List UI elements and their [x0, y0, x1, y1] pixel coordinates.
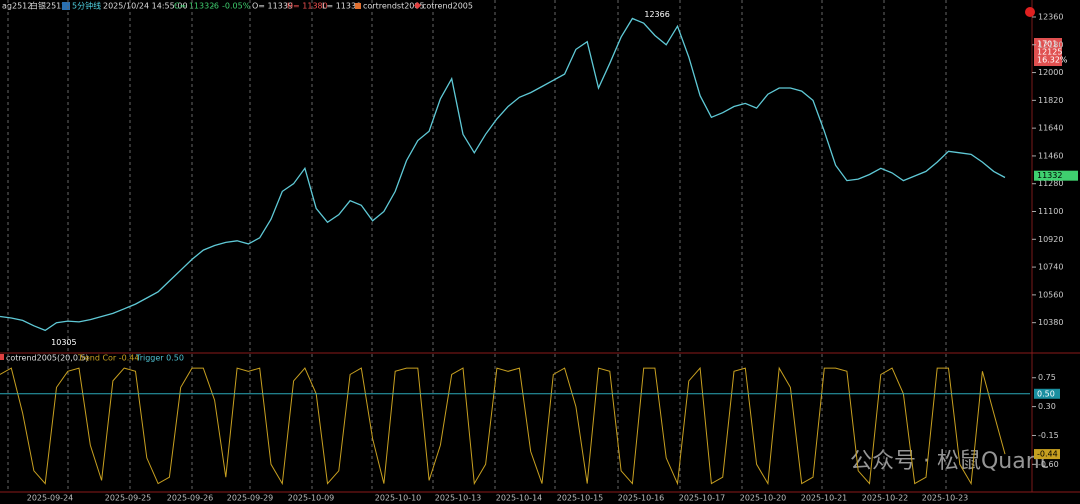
y-tick-label: 11640: [1038, 124, 1063, 133]
y-tick-label: 10740: [1038, 263, 1063, 272]
low-annotation: 10305: [51, 338, 76, 347]
x-tick-label: 2025-10-23: [922, 494, 969, 503]
watermark: 公众号 · 松鼠Quant: [850, 449, 1049, 474]
y-tick-label: 12000: [1038, 68, 1063, 77]
trend-label: -0.44: [1037, 450, 1058, 459]
close-button[interactable]: [1025, 7, 1035, 17]
low: L= 11330: [322, 2, 361, 11]
x-tick-label: 2025-10-17: [679, 494, 726, 503]
change-pct: -0.05%: [222, 2, 251, 11]
indicator-value: Trend Cor -0.44: [77, 354, 139, 363]
indicator-title: cotrend2005(20,0.5): [6, 354, 89, 363]
study: cotrend2005: [422, 2, 473, 11]
y-tick-label: 12180: [1038, 40, 1063, 49]
x-tick-label: 2025-10-14: [496, 494, 543, 503]
trigger-label: 0.50: [1037, 389, 1055, 398]
x-tick-label: 2025-10-10: [375, 494, 422, 503]
info-text: 16.32%: [1037, 56, 1068, 65]
y-tick-label: 11100: [1038, 207, 1063, 216]
legend-swatch: [413, 1, 422, 10]
study: cortrendst2005: [363, 2, 425, 11]
x-tick-label: 2025-10-20: [740, 494, 787, 503]
open: O= 11339: [252, 2, 293, 11]
change: -6: [211, 2, 219, 11]
y-tick-label: -0.15: [1038, 431, 1059, 440]
legend-swatch: [0, 354, 4, 360]
x-tick-label: 2025-09-29: [227, 494, 274, 503]
series-line: [0, 366, 1006, 486]
series-line: [0, 17, 1006, 332]
y-tick-label: 11460: [1038, 151, 1063, 160]
info-box: [1034, 38, 1062, 66]
symbol: ag2512: [2, 2, 32, 11]
x-tick-label: 2025-10-15: [557, 494, 604, 503]
x-tick-label: 2025-09-26: [167, 494, 214, 503]
x-tick-label: 2025-10-13: [435, 494, 482, 503]
info-text: 1701: [1037, 40, 1057, 49]
period: 5分钟线: [72, 1, 101, 11]
legend-swatch: [355, 3, 361, 9]
info-text: 12125: [1037, 48, 1062, 57]
high: H= 11380: [287, 2, 328, 11]
y-tick-label: -0.60: [1038, 460, 1059, 469]
indicator-value: Trigger 0.50: [135, 354, 184, 363]
y-tick-label: 10380: [1038, 318, 1063, 327]
time: 2025/10/24 14:55:00: [103, 2, 188, 11]
x-tick-label: 2025-10-09: [288, 494, 335, 503]
y-tick-label: 11820: [1038, 96, 1063, 105]
x-tick-label: 2025-09-24: [27, 494, 74, 503]
last-price: 11332: [1037, 171, 1062, 180]
header: ag2512 白银2512 5分钟线 2025/10/24 14:55:00 C…: [2, 1, 473, 11]
name: 白银2512: [30, 1, 66, 11]
y-tick-label: 0.30: [1038, 402, 1056, 411]
icon: [62, 2, 70, 10]
x-tick-label: 2025-10-21: [801, 494, 848, 503]
y-tick-label: 11280: [1038, 179, 1063, 188]
close: C= 11332: [174, 2, 214, 11]
x-tick-label: 2025-10-22: [862, 494, 909, 503]
y-tick-label: 12360: [1038, 12, 1063, 21]
trend-box: [1034, 449, 1060, 460]
trigger-box: [1034, 388, 1060, 399]
last-price-box: [1034, 170, 1078, 181]
y-tick-label: 0.75: [1038, 373, 1056, 382]
y-tick-label: 10920: [1038, 235, 1063, 244]
y-tick-label: 10560: [1038, 290, 1063, 299]
high-annotation: 12366: [644, 10, 669, 19]
x-tick-label: 2025-10-16: [618, 494, 665, 503]
x-tick-label: 2025-09-25: [105, 494, 152, 503]
